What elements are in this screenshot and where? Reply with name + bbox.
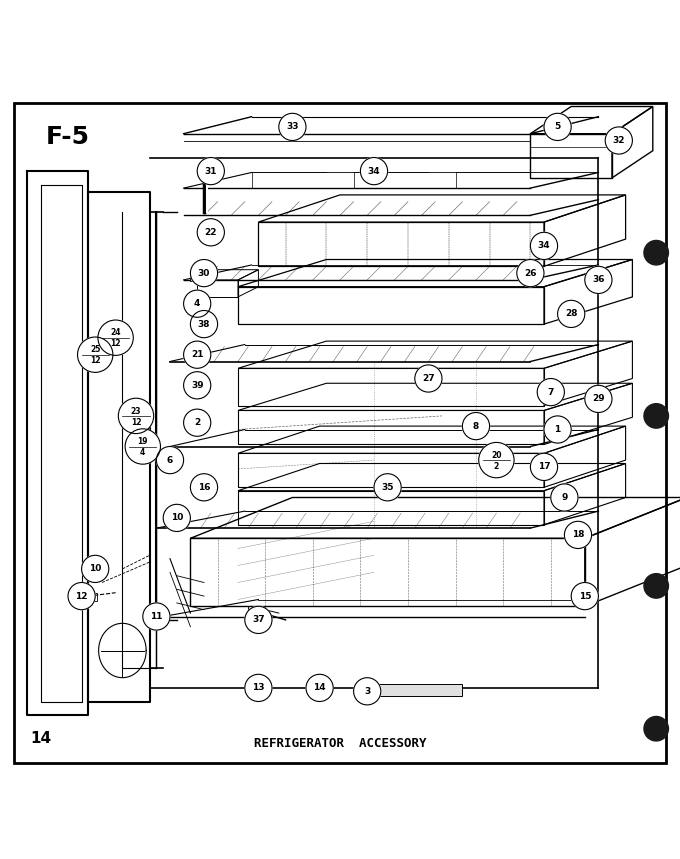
Circle shape <box>558 301 585 327</box>
Text: 19: 19 <box>137 437 148 446</box>
Circle shape <box>360 157 388 185</box>
Text: 34: 34 <box>538 241 550 251</box>
Text: 31: 31 <box>205 167 217 175</box>
Text: 29: 29 <box>592 394 605 404</box>
Text: 4: 4 <box>194 299 201 308</box>
Text: 23: 23 <box>131 406 141 416</box>
Text: 27: 27 <box>422 374 435 383</box>
Circle shape <box>279 113 306 141</box>
Text: 2: 2 <box>194 418 201 427</box>
Text: 34: 34 <box>368 167 380 175</box>
Circle shape <box>564 521 592 549</box>
Text: 4: 4 <box>140 448 146 457</box>
Text: 32: 32 <box>613 136 625 145</box>
Circle shape <box>644 574 668 598</box>
Circle shape <box>644 241 668 265</box>
Text: 2: 2 <box>494 462 499 471</box>
Text: 10: 10 <box>89 564 101 574</box>
Circle shape <box>374 473 401 501</box>
Text: 16: 16 <box>198 483 210 492</box>
Circle shape <box>585 266 612 294</box>
Circle shape <box>156 447 184 473</box>
Circle shape <box>143 603 170 631</box>
Bar <box>248 606 265 624</box>
Circle shape <box>462 412 490 440</box>
Circle shape <box>197 219 224 246</box>
Text: 12: 12 <box>110 339 121 348</box>
Bar <box>190 269 207 281</box>
Circle shape <box>544 113 571 141</box>
Bar <box>367 684 462 696</box>
Circle shape <box>644 404 668 428</box>
Circle shape <box>197 157 224 185</box>
Text: 12: 12 <box>90 356 101 365</box>
Text: 24: 24 <box>110 328 121 338</box>
Bar <box>86 593 97 600</box>
Circle shape <box>605 127 632 154</box>
Circle shape <box>530 454 558 480</box>
Circle shape <box>184 409 211 436</box>
Circle shape <box>184 341 211 369</box>
Circle shape <box>163 504 190 532</box>
Circle shape <box>585 386 612 412</box>
Circle shape <box>190 259 218 287</box>
Circle shape <box>415 365 442 392</box>
Circle shape <box>184 372 211 399</box>
Text: 18: 18 <box>572 530 584 539</box>
Circle shape <box>644 716 668 741</box>
Text: 39: 39 <box>191 381 203 390</box>
Circle shape <box>118 399 154 434</box>
Circle shape <box>571 582 598 610</box>
Text: 26: 26 <box>524 269 537 277</box>
Circle shape <box>551 484 578 511</box>
Text: 7: 7 <box>547 387 554 397</box>
Circle shape <box>530 232 558 259</box>
Text: 38: 38 <box>198 320 210 329</box>
Text: 5: 5 <box>554 122 561 131</box>
Text: 15: 15 <box>579 592 591 600</box>
Circle shape <box>245 674 272 702</box>
Text: 12: 12 <box>75 592 88 600</box>
Text: 21: 21 <box>191 350 203 359</box>
Text: 25: 25 <box>90 345 101 355</box>
Circle shape <box>98 320 133 356</box>
Text: 6: 6 <box>167 455 173 465</box>
Circle shape <box>537 379 564 405</box>
FancyBboxPatch shape <box>14 103 666 763</box>
Text: 33: 33 <box>286 122 299 131</box>
Circle shape <box>544 416 571 443</box>
Text: 3: 3 <box>364 687 371 696</box>
Text: 22: 22 <box>205 228 217 237</box>
Text: 12: 12 <box>131 417 141 427</box>
Text: 35: 35 <box>381 483 394 492</box>
Text: 20: 20 <box>491 451 502 460</box>
Text: 37: 37 <box>252 615 265 624</box>
Circle shape <box>354 678 381 705</box>
Circle shape <box>479 442 514 478</box>
Text: 36: 36 <box>592 276 605 284</box>
Circle shape <box>78 337 113 373</box>
Text: 1: 1 <box>554 425 561 434</box>
Text: 17: 17 <box>538 462 550 472</box>
Circle shape <box>125 429 160 464</box>
Text: F-5: F-5 <box>46 125 90 149</box>
Circle shape <box>82 555 109 582</box>
Text: 13: 13 <box>252 684 265 692</box>
Text: REFRIGERATOR  ACCESSORY: REFRIGERATOR ACCESSORY <box>254 737 426 750</box>
Text: 10: 10 <box>171 514 183 522</box>
Circle shape <box>517 259 544 287</box>
Text: 28: 28 <box>565 309 577 319</box>
Text: 9: 9 <box>561 493 568 502</box>
Text: 8: 8 <box>473 422 479 430</box>
Text: 14: 14 <box>30 731 52 746</box>
Text: 14: 14 <box>313 684 326 692</box>
Circle shape <box>245 606 272 633</box>
Circle shape <box>68 582 95 610</box>
Text: 30: 30 <box>198 269 210 277</box>
Text: 11: 11 <box>150 612 163 621</box>
Circle shape <box>190 473 218 501</box>
Circle shape <box>184 290 211 317</box>
Circle shape <box>306 674 333 702</box>
Circle shape <box>190 310 218 338</box>
